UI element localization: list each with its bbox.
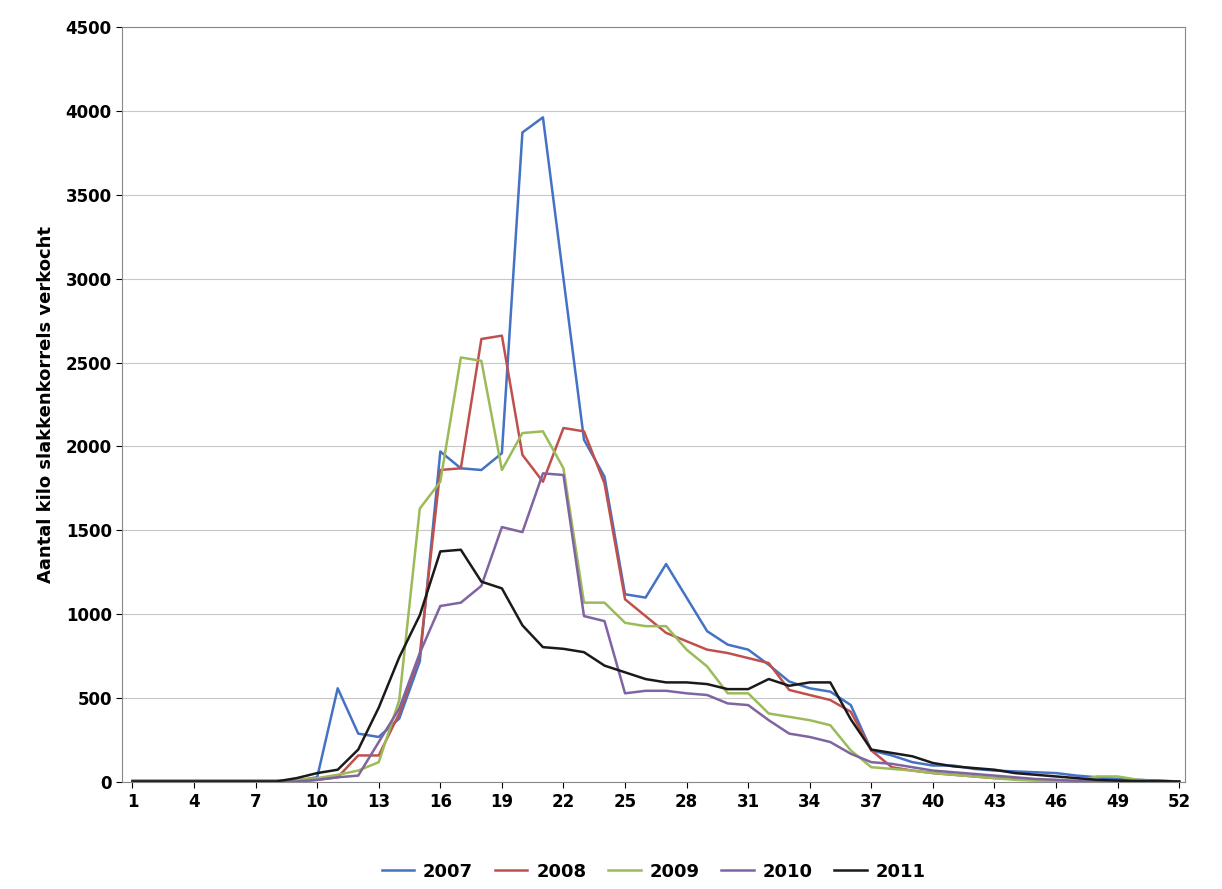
2007 [1111,773,1125,784]
2009 [453,352,468,363]
2007 [782,677,797,687]
2007 [208,775,222,786]
2009 [1172,776,1187,787]
2010 [638,685,653,696]
Line: 2007: 2007 [132,117,1179,781]
2010 [1111,776,1125,787]
2008 [638,611,653,621]
2007 [495,448,510,459]
2007 [535,112,550,123]
2008 [1111,776,1125,787]
2009 [1111,771,1125,781]
2010 [822,737,837,748]
2011 [516,620,530,630]
2011 [638,674,653,685]
2010 [208,776,222,787]
2009 [516,428,530,438]
Line: 2009: 2009 [132,357,1179,781]
2011 [208,776,222,787]
2007 [125,775,139,786]
2007 [822,686,837,697]
Legend: 2007, 2008, 2009, 2010, 2011: 2007, 2008, 2009, 2010, 2011 [374,855,934,888]
2011 [1172,776,1187,787]
2010 [495,522,510,533]
Line: 2008: 2008 [132,336,1179,781]
2011 [125,776,139,787]
2009 [638,621,653,631]
2009 [208,776,222,787]
Y-axis label: Aantal kilo slakkenkorrels verkocht: Aantal kilo slakkenkorrels verkocht [37,226,55,583]
2007 [1172,776,1187,787]
2011 [453,544,468,555]
2008 [822,694,837,705]
2008 [125,776,139,787]
Line: 2010: 2010 [132,473,1179,782]
2007 [638,592,653,603]
2010 [1172,777,1187,788]
2010 [125,776,139,787]
2009 [822,720,837,731]
2011 [782,680,797,691]
2011 [822,677,837,688]
2009 [782,711,797,722]
2008 [208,776,222,787]
2008 [516,450,530,461]
2008 [782,685,797,695]
2009 [125,776,139,787]
2008 [1172,776,1187,787]
2008 [495,331,510,341]
Line: 2011: 2011 [132,549,1179,781]
2011 [1111,775,1125,786]
2010 [535,468,550,478]
2010 [782,728,797,739]
